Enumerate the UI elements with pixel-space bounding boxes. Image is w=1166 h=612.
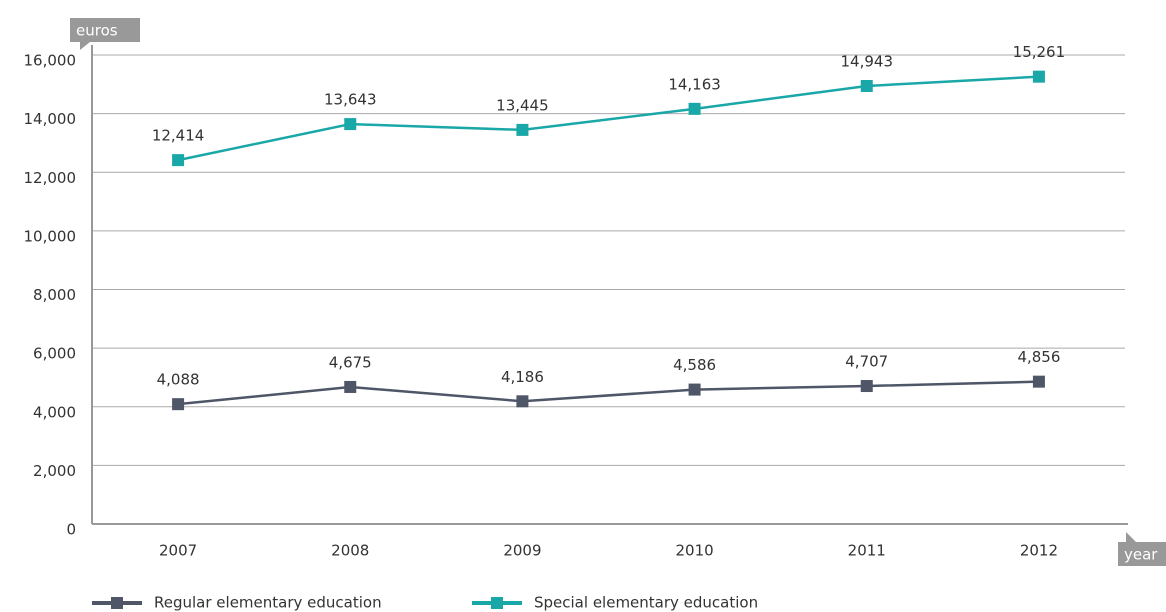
series-line: [177, 380, 1039, 406]
legend-label: Special elementary education: [534, 594, 758, 612]
x-axis-label: year: [1124, 546, 1158, 564]
data-label: 13,643: [324, 91, 377, 109]
point: [860, 380, 873, 393]
point: [860, 79, 873, 92]
y-tick-label: 10,000: [24, 227, 77, 245]
data-label: 14,163: [668, 75, 721, 93]
series-line: [177, 75, 1039, 162]
y-tick-label: 6,000: [33, 345, 76, 363]
y-tick-label: 0: [66, 521, 76, 539]
point: [688, 383, 701, 396]
data-label: 15,261: [1013, 43, 1066, 61]
x-tick-label: 2010: [675, 542, 713, 560]
data-label: 4,675: [329, 353, 372, 371]
label-box: [1118, 542, 1166, 566]
x-tick-label: 2009: [503, 542, 541, 560]
y-tick-label: 4,000: [33, 403, 76, 421]
data-label: 14,943: [841, 52, 894, 70]
y-axis-label-box: euros: [70, 18, 140, 50]
data-label: 4,707: [845, 353, 888, 371]
legend-marker: [491, 597, 503, 609]
data-label: 12,414: [152, 127, 205, 145]
y-tick-label: 14,000: [24, 110, 77, 128]
data-label: 4,586: [673, 356, 716, 374]
y-tick-label: 16,000: [24, 52, 77, 70]
point: [688, 102, 701, 115]
point: [172, 154, 185, 167]
y-tick-label: 8,000: [33, 286, 76, 304]
data-label: 4,186: [501, 368, 544, 386]
label-pointer: [1126, 532, 1136, 542]
point: [1032, 375, 1045, 388]
point: [172, 398, 185, 411]
point: [516, 395, 529, 408]
data-label: 4,088: [157, 371, 200, 389]
y-tick-label: 12,000: [24, 169, 77, 187]
x-axis-label-box: year: [1118, 532, 1166, 566]
y-axis-label: euros: [76, 22, 118, 40]
point: [1032, 70, 1045, 83]
y-tick-label: 2,000: [33, 462, 76, 480]
data-label: 13,445: [496, 96, 549, 114]
label-pointer: [80, 42, 90, 50]
x-tick-label: 2008: [331, 542, 369, 560]
x-tick-label: 2011: [848, 542, 886, 560]
label-box: [70, 18, 140, 42]
x-tick-label: 2007: [159, 542, 197, 560]
point: [516, 123, 529, 136]
data-label: 4,856: [1017, 348, 1060, 366]
legend-marker: [111, 597, 123, 609]
point: [344, 380, 357, 393]
point: [344, 118, 357, 131]
legend-label: Regular elementary education: [154, 594, 382, 612]
x-tick-label: 2012: [1020, 542, 1058, 560]
